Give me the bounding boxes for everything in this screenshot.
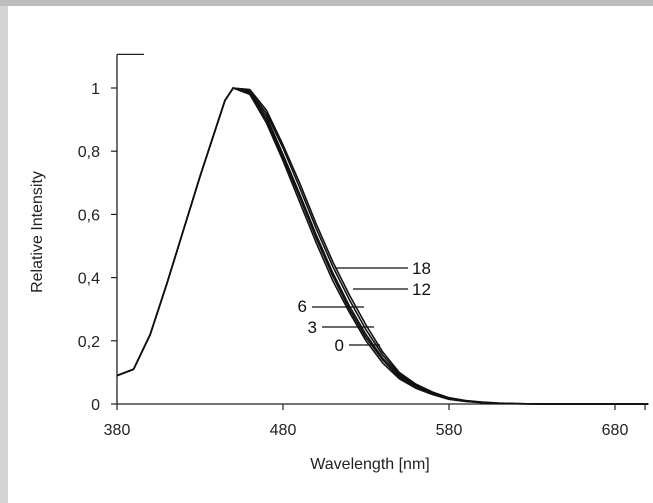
curve-label: 18 [412,259,431,278]
curves [116,87,649,405]
axes: 0 0,2 0,4 0,6 0,8 1 380 480 580 680 [78,53,646,439]
y-tick-label: 0,8 [78,144,100,161]
top-band [0,0,653,6]
y-tick-label: 0,2 [78,334,100,351]
y-tick-label: 0,4 [78,271,100,288]
curve-labels: 18 12 630 [298,259,431,355]
x-tick-label: 580 [436,422,463,439]
chart-frame [8,6,653,503]
y-tick-label: 0 [91,397,100,414]
series-line [116,87,649,405]
series-line [116,87,649,405]
x-axis-label: Wavelength [nm] [310,456,429,473]
curve-label: 0 [335,336,344,355]
series-line [116,87,649,405]
series-line [116,87,649,405]
curve-label: 12 [412,280,431,299]
y-tick-label: 1 [91,81,100,98]
series-line [116,87,649,405]
x-tick-label: 480 [270,422,297,439]
curve-label: 3 [308,318,317,337]
x-tick-label: 380 [104,422,131,439]
y-axis-label: Relative Intensity [29,171,46,293]
curve-label: 6 [298,297,307,316]
y-tick-label: 0,6 [78,207,100,224]
x-tick-label: 680 [602,422,629,439]
